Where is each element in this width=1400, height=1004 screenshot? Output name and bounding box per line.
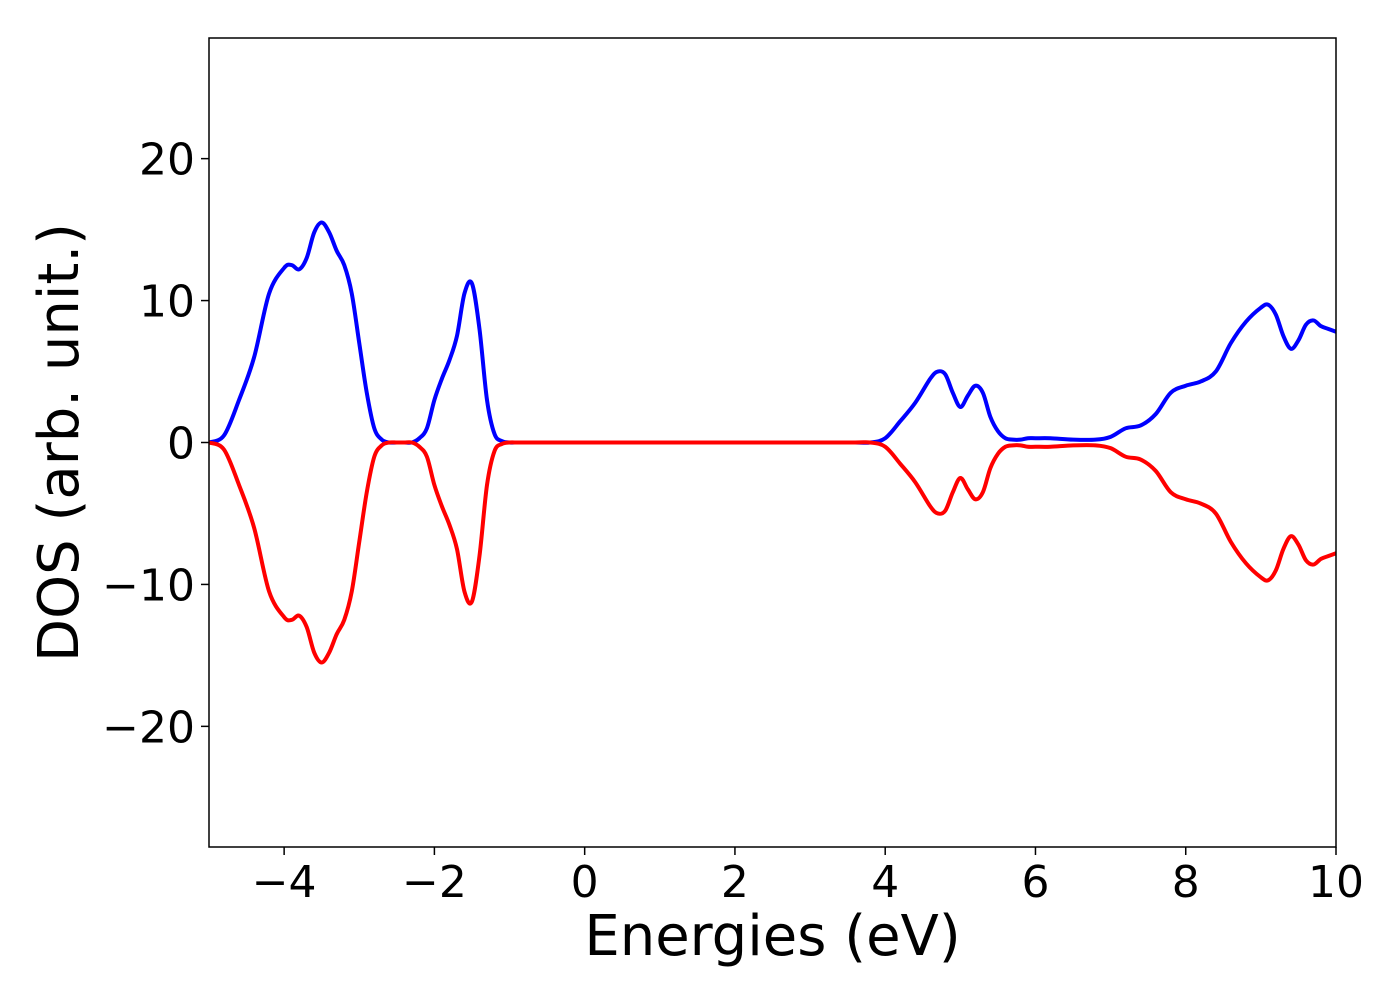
x-tick-label: 0 bbox=[571, 857, 599, 908]
series-line-1 bbox=[209, 220, 1336, 445]
x-tick-label: 10 bbox=[1308, 857, 1364, 908]
y-axis-label: DOS (arb. unit.) bbox=[27, 223, 92, 662]
x-tick-label: 4 bbox=[871, 857, 899, 908]
x-tick-label: 2 bbox=[721, 857, 749, 908]
x-axis-ticks: −4 −2 0 2 4 6 8 10 bbox=[252, 847, 1364, 908]
y-tick-label: −10 bbox=[102, 560, 195, 611]
y-axis-ticks: 20 10 0 −10 −20 bbox=[102, 135, 209, 753]
x-tick-label: −4 bbox=[252, 857, 317, 908]
y-tick-label: 0 bbox=[167, 419, 195, 470]
y-tick-label: 20 bbox=[139, 135, 195, 186]
x-tick-label: 6 bbox=[1021, 857, 1049, 908]
series-layer bbox=[209, 220, 1336, 665]
x-tick-label: −2 bbox=[402, 857, 467, 908]
x-axis-label: Energies (eV) bbox=[584, 904, 960, 969]
y-tick-label: −20 bbox=[102, 702, 195, 753]
series-line-2 bbox=[209, 440, 1336, 665]
x-tick-label: 8 bbox=[1172, 857, 1200, 908]
y-tick-label: 10 bbox=[139, 277, 195, 328]
